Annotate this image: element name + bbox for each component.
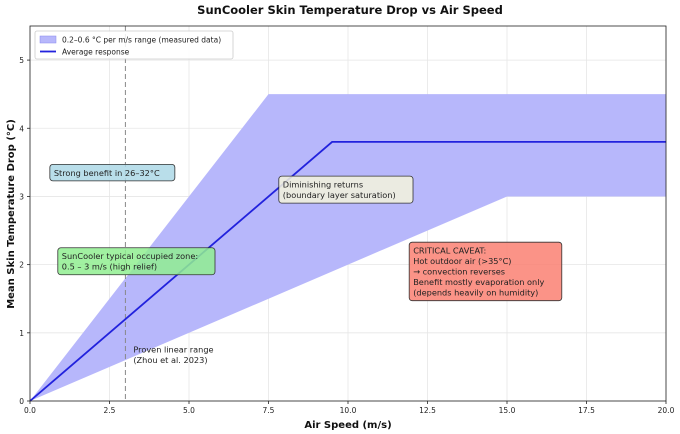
average-response-line xyxy=(29,141,666,402)
annotation-text-caveat: → convection reverses xyxy=(413,267,505,277)
annotation-text-caveat: (depends heavily on humidity) xyxy=(413,288,538,298)
annotation-proven: Proven linear range(Zhou et al. 2023) xyxy=(133,345,213,366)
x-tick-label: 2.5 xyxy=(104,406,116,415)
chart-title: SunCooler Skin Temperature Drop vs Air S… xyxy=(197,3,503,17)
legend-band-swatch xyxy=(39,35,57,44)
annotation-text-typical: 0.5 – 3 m/s (high relief) xyxy=(62,262,157,272)
legend-box xyxy=(34,30,234,60)
legend: 0.2–0.6 °C per m/s range (measured data)… xyxy=(34,30,234,60)
x-tick-label: 10.0 xyxy=(340,406,357,415)
annotation-text-caveat: CRITICAL CAVEAT: xyxy=(413,246,486,256)
y-tick-label: 1 xyxy=(19,329,24,338)
annotation-diminishing: Diminishing returns(boundary layer satur… xyxy=(278,175,414,204)
annotations: Strong benefit in 26–32°C Diminishing ret… xyxy=(49,163,563,366)
band-layer xyxy=(30,94,666,401)
annotation-text-typical: SunCooler typical occupied zone: xyxy=(62,251,198,261)
x-tick-label: 17.5 xyxy=(578,406,595,415)
x-tick-label: 0.0 xyxy=(24,406,36,415)
annotation-text-strong: Strong benefit in 26–32°C xyxy=(54,168,160,178)
annotation-typical: SunCooler typical occupied zone:0.5 – 3 … xyxy=(57,247,216,276)
annotation-text-caveat: Benefit mostly evaporation only xyxy=(413,277,544,287)
y-ticks: 0 1 2 3 4 5 xyxy=(19,56,30,406)
annotation-caveat: CRITICAL CAVEAT:Hot outdoor air (>35°C)→… xyxy=(408,241,563,302)
x-tick-label: 12.5 xyxy=(419,406,436,415)
y-tick-label: 5 xyxy=(19,56,24,65)
y-tick-label: 4 xyxy=(19,124,24,133)
y-axis-title: Mean Skin Temperature Drop (°C) xyxy=(6,119,17,309)
annotation-text-caveat: Hot outdoor air (>35°C) xyxy=(413,256,511,266)
y-tick-label: 2 xyxy=(19,261,24,270)
line-layer xyxy=(29,141,666,402)
annotation-text-diminishing: (boundary layer saturation) xyxy=(283,190,396,200)
annotation-box-strong xyxy=(49,163,176,182)
annotation-box-caveat xyxy=(408,241,563,302)
annotation-strong: Strong benefit in 26–32°C xyxy=(49,163,176,182)
legend-label-band: 0.2–0.6 °C per m/s range (measured data) xyxy=(62,36,221,45)
annotation-text-proven: (Zhou et al. 2023) xyxy=(133,355,207,365)
y-tick-label: 3 xyxy=(19,192,24,201)
x-tick-label: 20.0 xyxy=(658,406,675,415)
annotation-text-proven: Proven linear range xyxy=(133,345,213,355)
x-axis-title: Air Speed (m/s) xyxy=(304,420,391,431)
x-tick-label: 5.0 xyxy=(183,406,195,415)
annotation-box-typical xyxy=(57,247,216,276)
annotation-box-diminishing xyxy=(278,175,414,204)
legend-label-line: Average response xyxy=(62,48,130,57)
x-tick-label: 15.0 xyxy=(499,406,516,415)
x-tick-label: 7.5 xyxy=(263,406,275,415)
x-ticks: 0.0 2.5 5.0 7.5 10.0 12.5 15.0 17.5 20.0 xyxy=(24,401,675,415)
measured-range-band xyxy=(30,94,666,401)
annotation-text-diminishing: Diminishing returns xyxy=(283,180,363,190)
y-tick-label: 0 xyxy=(19,397,24,406)
